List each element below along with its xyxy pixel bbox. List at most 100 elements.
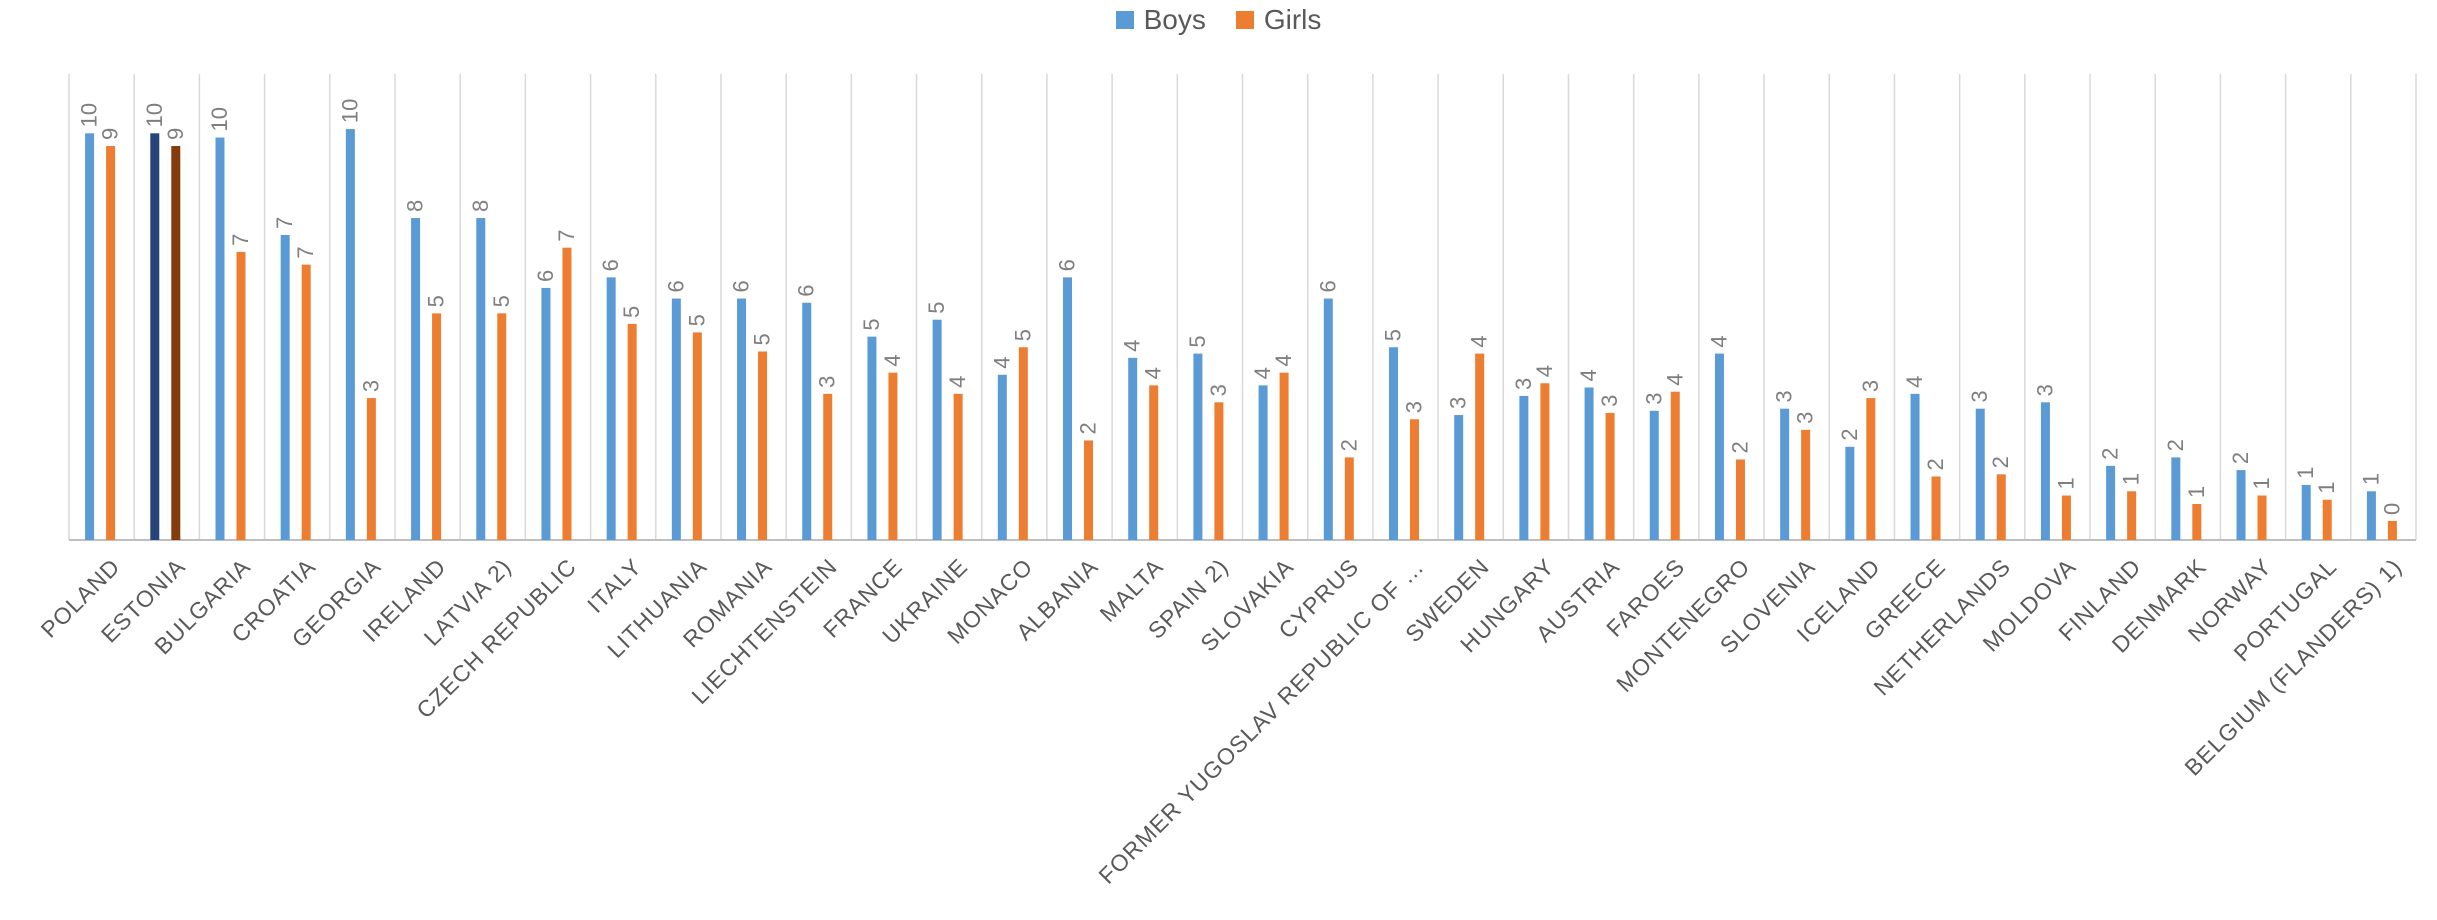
bar-girls (432, 313, 442, 540)
data-label-boys: 4 (989, 357, 1014, 369)
bar-boys (85, 133, 95, 541)
data-label-girls: 3 (358, 380, 383, 392)
data-label-boys: 5 (1380, 329, 1405, 341)
data-label-boys: 6 (1055, 259, 1080, 271)
data-label-boys: 4 (1250, 367, 1275, 379)
bar-girls (1866, 398, 1876, 540)
bar-girls (1214, 402, 1224, 540)
bar-girls (2257, 495, 2267, 540)
data-label-boys: 3 (2032, 384, 2057, 396)
bar-girls (1540, 383, 1550, 540)
data-label-girls: 3 (1793, 412, 1818, 424)
data-label-boys: 6 (598, 259, 623, 271)
data-label-girls: 5 (619, 306, 644, 318)
bar-girls (1801, 429, 1811, 540)
data-label-boys: 10 (142, 103, 167, 127)
bar-girls (823, 393, 833, 540)
bar-girls (1084, 440, 1094, 540)
data-label-boys: 6 (1315, 280, 1340, 292)
data-label-boys: 3 (1967, 390, 1992, 402)
data-label-boys: 4 (1120, 340, 1145, 352)
bar-girls (1344, 457, 1354, 540)
bar-girls (1149, 385, 1159, 540)
data-label-boys: 6 (794, 285, 819, 297)
data-label-girls: 3 (1206, 384, 1231, 396)
bar-girls (1018, 347, 1028, 540)
bar-boys (411, 218, 421, 540)
data-label-girls: 1 (2119, 473, 2144, 485)
data-label-girls: 2 (1988, 456, 2013, 468)
bar-boys (1910, 393, 1920, 540)
data-label-girls: 2 (1923, 458, 1948, 470)
data-label-boys: 6 (729, 280, 754, 292)
bar-boys (541, 287, 551, 540)
data-label-girls: 3 (1858, 380, 1883, 392)
data-label-boys: 8 (403, 200, 428, 212)
bar-boys (737, 298, 747, 540)
data-label-boys: 2 (1837, 429, 1862, 441)
bar-boys (1193, 353, 1203, 540)
data-label-girls: 5 (1010, 329, 1035, 341)
legend-item-girls: Girls (1235, 4, 1322, 36)
bar-boys (802, 302, 812, 540)
bar-boys (2236, 470, 2246, 540)
bar-boys (997, 374, 1007, 540)
data-label-boys: 7 (272, 217, 297, 229)
bar-boys (867, 336, 877, 540)
data-label-girls: 1 (2053, 477, 2078, 489)
bar-boys (2171, 457, 2181, 540)
bar-boys (2366, 491, 2376, 540)
data-label-boys: 4 (1902, 376, 1927, 388)
bar-boys (1128, 357, 1138, 540)
data-label-girls: 7 (293, 246, 318, 258)
bar-girls (1605, 412, 1615, 540)
data-label-boys: 2 (2098, 448, 2123, 460)
bar-girls (2192, 503, 2202, 540)
data-label-boys: 3 (1641, 393, 1666, 405)
data-label-boys: 5 (1185, 335, 1210, 347)
data-label-girls: 2 (1336, 439, 1361, 451)
data-label-boys: 3 (1772, 390, 1797, 402)
data-label-girls: 7 (228, 234, 253, 246)
bar-boys (2106, 465, 2116, 540)
bar-girls (692, 332, 702, 540)
bar-girls (2127, 491, 2137, 540)
bar-girls (953, 393, 963, 540)
bar-girls (758, 351, 768, 540)
bar-boys (1323, 298, 1333, 540)
bar-boys (1258, 385, 1268, 540)
data-label-girls: 5 (750, 333, 775, 345)
bar-girls (2061, 495, 2071, 540)
bar-girls (2387, 520, 2397, 540)
bar-boys (1454, 415, 1464, 540)
data-label-girls: 1 (2184, 486, 2209, 498)
bar-girls (366, 398, 376, 540)
data-label-boys: 4 (1706, 335, 1731, 347)
bar-girls (106, 146, 116, 540)
data-label-girls: 1 (2249, 477, 2274, 489)
data-label-boys: 3 (1511, 378, 1536, 390)
data-label-girls: 4 (1467, 335, 1492, 347)
bar-girls (888, 372, 898, 540)
bar-girls (171, 146, 181, 540)
data-label-boys: 1 (2358, 473, 2383, 485)
data-label-boys: 5 (924, 301, 949, 313)
bar-girls (497, 313, 507, 540)
bar-boys (1063, 277, 1073, 540)
bar-boys (1519, 395, 1529, 540)
bar-girls (562, 247, 572, 540)
bar-boys (150, 133, 160, 541)
data-label-girls: 7 (554, 229, 579, 241)
data-label-girls: 4 (880, 354, 905, 366)
bar-boys (1845, 446, 1855, 540)
bar-girls (1931, 476, 1941, 540)
bar-girls (1475, 353, 1485, 540)
data-label-boys: 10 (337, 99, 362, 123)
bar-boys (1780, 408, 1790, 540)
data-label-boys: 1 (2293, 467, 2318, 479)
legend-swatch-girls (1235, 11, 1254, 29)
legend-label-girls: Girls (1263, 4, 1322, 35)
data-label-girls: 9 (163, 128, 188, 140)
bar-girls (2322, 499, 2332, 540)
